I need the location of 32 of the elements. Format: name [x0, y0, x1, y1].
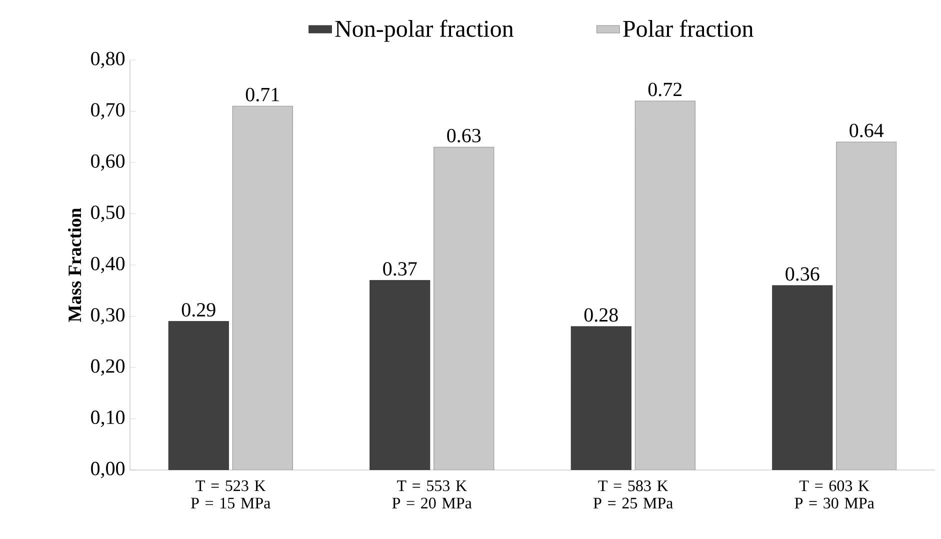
- data-label: 0.72: [648, 82, 682, 96]
- y-tick-label: 0,80: [91, 52, 125, 68]
- x-tick-label: T = 523 K P = 15 MPa: [191, 480, 270, 508]
- bar: [232, 106, 293, 470]
- legend-label: Non-polar fraction: [335, 20, 514, 42]
- data-label: 0.37: [383, 262, 417, 276]
- y-tick-label: 0,50: [91, 206, 125, 222]
- bar: [634, 100, 696, 470]
- y-tick-label: 0,00: [91, 462, 125, 478]
- legend-label: Polar fraction: [623, 20, 754, 37]
- x-tick-label: T = 603 K P = 30 MPa: [794, 480, 874, 509]
- y-tick-label: 0,10: [91, 410, 125, 427]
- bar: [570, 326, 632, 470]
- y-tick-label: 0,30: [91, 308, 125, 324]
- x-tick-label: T = 583 K P = 25 MPa: [594, 480, 673, 509]
- data-label: 0.64: [850, 124, 884, 138]
- bar: [168, 321, 229, 470]
- bar: [836, 142, 897, 470]
- y-tick-label: 0,20: [91, 359, 125, 376]
- data-label: 0.63: [447, 128, 481, 142]
- bar: [370, 280, 430, 470]
- y-tick-label: 0,70: [91, 103, 125, 120]
- y-axis-title: Mass Fraction: [68, 208, 82, 322]
- data-label: 0.28: [584, 308, 618, 322]
- data-label: 0.29: [182, 303, 216, 317]
- data-label: 0.71: [246, 88, 279, 102]
- bar: [772, 285, 833, 470]
- y-tick-label: 0,60: [91, 154, 125, 171]
- y-tick-label: 0,40: [91, 256, 125, 274]
- data-label: 0.36: [786, 267, 820, 281]
- x-tick-label: T = 553 K P = 20 MPa: [392, 480, 472, 508]
- bar: [434, 146, 494, 470]
